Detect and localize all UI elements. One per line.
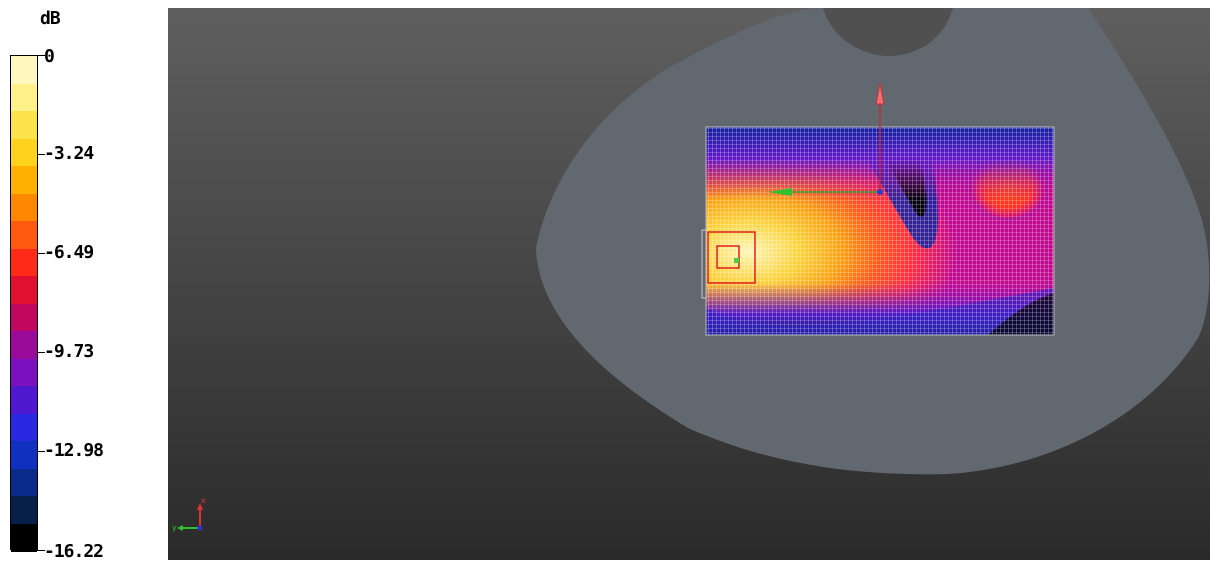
legend-label: -16.22 [44, 541, 104, 562]
legend-label: -9.73 [44, 341, 94, 362]
legend-segment [11, 193, 37, 222]
legend-label: 0 [44, 46, 55, 67]
legend-segment [11, 386, 37, 414]
svg-text:x: x [201, 496, 206, 505]
legend-segment [11, 468, 37, 497]
legend-tick [37, 55, 45, 56]
legend-segment [11, 248, 37, 277]
probe-point [734, 258, 739, 263]
sar-field [706, 127, 1054, 335]
legend-unit: dB [40, 8, 61, 29]
svg-text:y: y [172, 523, 177, 532]
legend-segment [11, 111, 37, 139]
legend-segment [11, 331, 37, 359]
3d-viewport[interactable]: x y [168, 8, 1210, 560]
legend-segment [11, 56, 37, 84]
legend-tick [37, 253, 45, 254]
legend-segment [11, 358, 37, 387]
legend-segment [11, 441, 37, 469]
legend-segment [11, 523, 37, 552]
legend-segment [11, 496, 37, 524]
phantom-notch [823, 8, 953, 56]
legend-tick [37, 550, 45, 551]
axis-y-arrow [768, 188, 792, 196]
color-legend: dB 0 -3.24 -6.49 -9.73 -12.98 -16.22 [0, 0, 168, 562]
legend-label: -12.98 [44, 440, 104, 461]
legend-segment [11, 276, 37, 304]
axis-z-arrow [875, 82, 885, 105]
zoom-scan-outer [707, 231, 756, 284]
legend-tick [37, 352, 45, 353]
zoom-scan-inner [716, 245, 740, 269]
legend-segment [11, 166, 37, 194]
scene-canvas[interactable]: x y [168, 8, 1210, 560]
legend-label: -3.24 [44, 143, 94, 164]
legend-color-bar [10, 55, 38, 552]
axis-origin [877, 189, 883, 195]
legend-segment [11, 413, 37, 442]
legend-label: -6.49 [44, 242, 94, 263]
legend-tick [37, 154, 45, 155]
legend-segment [11, 83, 37, 112]
orientation-triad: x y [172, 496, 206, 532]
legend-segment [11, 303, 37, 332]
legend-segment [11, 138, 37, 167]
legend-segment [11, 221, 37, 249]
legend-tick [37, 451, 45, 452]
